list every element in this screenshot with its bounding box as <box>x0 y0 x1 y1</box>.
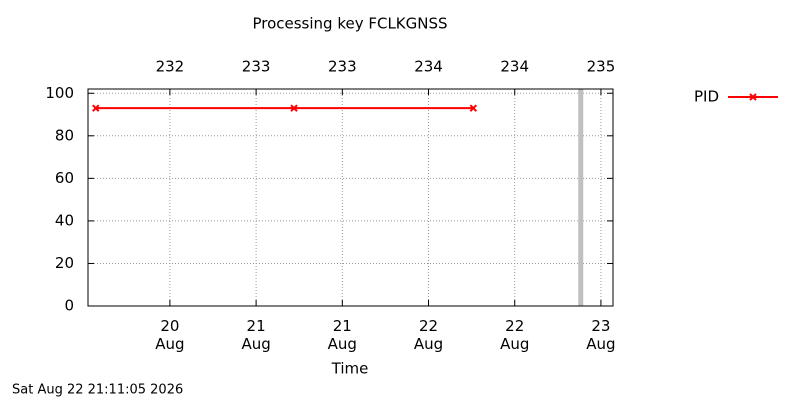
legend-label: PID <box>694 88 719 106</box>
x2-tick-label: 233 <box>328 58 357 76</box>
y-tick-label: 40 <box>55 211 74 229</box>
x-tick-label: 23 Aug <box>586 317 615 353</box>
x2-tick-label: 232 <box>156 58 185 76</box>
x2-tick-label: 234 <box>414 58 443 76</box>
data-point <box>92 104 100 112</box>
y-tick-label: 0 <box>64 297 74 315</box>
x-tick-label: 21 Aug <box>328 317 357 353</box>
x-tick-label: 22 Aug <box>500 317 529 353</box>
data-point <box>469 104 478 112</box>
x-tick-label: 20 Aug <box>155 317 184 353</box>
legend-marker <box>749 93 757 101</box>
x2-tick-label: 233 <box>242 58 271 76</box>
x-axis-label: Time <box>331 360 369 378</box>
chart-title: Processing key FCLKGNSS <box>252 15 447 33</box>
x2-tick-label: 235 <box>587 58 616 76</box>
x-tick-label: 22 Aug <box>414 317 443 353</box>
x-tick-label: 21 Aug <box>241 317 270 353</box>
y-tick-label: 80 <box>55 126 74 144</box>
plot-frame <box>87 88 614 307</box>
y-tick-label: 20 <box>55 254 74 272</box>
marker-shape <box>92 104 100 112</box>
y-tick-label: 100 <box>45 84 74 102</box>
marker-shape <box>290 104 298 112</box>
x2-tick-label: 234 <box>500 58 529 76</box>
y-tick-label: 60 <box>55 169 74 187</box>
timestamp: Sat Aug 22 21:11:05 2026 <box>12 383 183 398</box>
marker-shape <box>749 93 757 101</box>
marker-shape <box>469 104 478 112</box>
data-point <box>290 104 298 112</box>
